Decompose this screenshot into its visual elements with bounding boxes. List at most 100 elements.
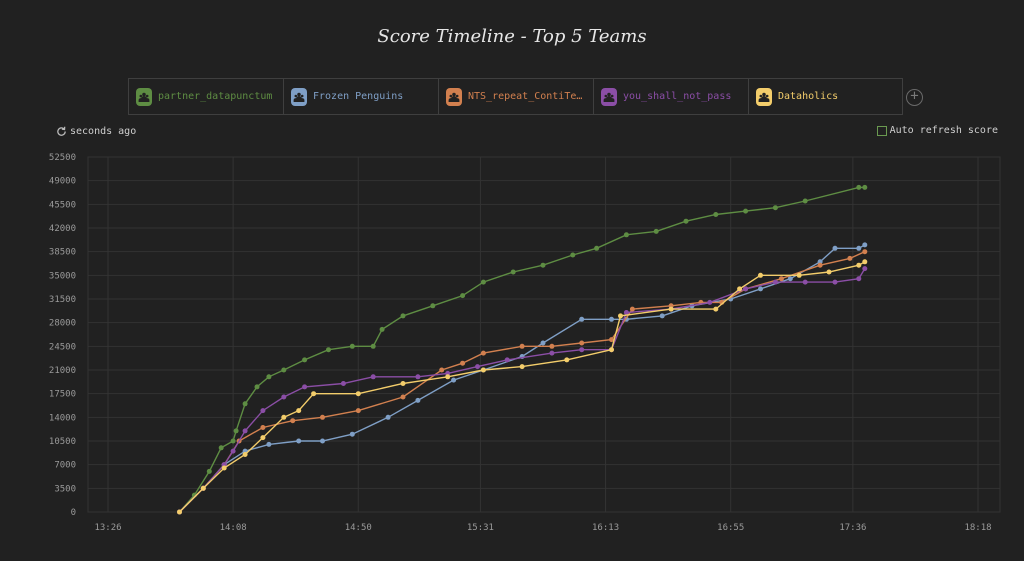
data-point[interactable]	[802, 279, 808, 285]
data-point[interactable]	[659, 313, 665, 319]
data-point[interactable]	[415, 374, 421, 380]
data-point[interactable]	[856, 184, 862, 190]
data-point[interactable]	[802, 198, 808, 204]
data-point[interactable]	[570, 252, 576, 258]
legend-team-2[interactable]: NTS_repeat_ContiTech_Orion	[438, 78, 593, 115]
data-point[interactable]	[260, 435, 266, 441]
data-point[interactable]	[254, 384, 260, 390]
data-point[interactable]	[579, 347, 585, 353]
data-point[interactable]	[242, 452, 248, 457]
data-point[interactable]	[540, 340, 546, 346]
data-point[interactable]	[737, 286, 743, 292]
data-point[interactable]	[242, 428, 248, 434]
data-point[interactable]	[355, 391, 361, 397]
data-point[interactable]	[579, 316, 585, 322]
data-point[interactable]	[340, 381, 346, 386]
data-point[interactable]	[856, 262, 862, 268]
data-point[interactable]	[349, 431, 355, 437]
data-point[interactable]	[743, 286, 749, 292]
data-point[interactable]	[796, 272, 802, 278]
data-point[interactable]	[832, 279, 838, 285]
data-point[interactable]	[460, 360, 466, 366]
data-point[interactable]	[668, 306, 674, 312]
data-point[interactable]	[451, 377, 457, 383]
data-point[interactable]	[266, 374, 272, 380]
data-point[interactable]	[510, 269, 516, 275]
data-point[interactable]	[177, 509, 182, 515]
data-point[interactable]	[379, 326, 385, 332]
auto-refresh-toggle[interactable]: Auto refresh score	[876, 125, 998, 136]
plus-circle-icon[interactable]: +	[906, 89, 923, 106]
data-point[interactable]	[862, 242, 868, 248]
data-point[interactable]	[623, 232, 629, 238]
data-point[interactable]	[218, 445, 224, 451]
data-point[interactable]	[260, 425, 266, 430]
data-point[interactable]	[242, 401, 248, 407]
data-point[interactable]	[817, 262, 823, 268]
data-point[interactable]	[480, 367, 486, 373]
data-point[interactable]	[758, 286, 763, 292]
data-point[interactable]	[349, 343, 355, 349]
data-point[interactable]	[594, 245, 600, 251]
data-point[interactable]	[713, 212, 719, 217]
data-point[interactable]	[653, 228, 659, 234]
data-point[interactable]	[743, 208, 749, 214]
data-point[interactable]	[787, 276, 793, 282]
data-point[interactable]	[847, 255, 853, 261]
data-point[interactable]	[400, 313, 406, 319]
data-point[interactable]	[540, 262, 546, 268]
data-point[interactable]	[200, 485, 206, 491]
auto-refresh-checkbox[interactable]	[876, 125, 887, 136]
legend-team-1[interactable]: Frozen Penguins	[283, 78, 438, 115]
data-point[interactable]	[302, 384, 308, 390]
data-point[interactable]	[856, 245, 862, 251]
data-point[interactable]	[618, 313, 623, 319]
data-point[interactable]	[549, 350, 555, 356]
data-point[interactable]	[480, 279, 486, 285]
legend-team-4[interactable]: Dataholics	[748, 78, 903, 115]
data-point[interactable]	[230, 448, 236, 454]
data-point[interactable]	[260, 408, 266, 414]
data-point[interactable]	[519, 364, 525, 370]
data-point[interactable]	[609, 347, 614, 353]
data-point[interactable]	[504, 357, 510, 363]
data-point[interactable]	[400, 394, 406, 400]
data-point[interactable]	[296, 438, 302, 444]
data-point[interactable]	[778, 276, 784, 282]
data-point[interactable]	[206, 468, 212, 474]
data-point[interactable]	[579, 340, 585, 346]
data-point[interactable]	[281, 367, 287, 373]
data-point[interactable]	[862, 259, 868, 265]
data-point[interactable]	[480, 350, 486, 356]
data-point[interactable]	[549, 343, 555, 349]
data-point[interactable]	[281, 394, 287, 400]
data-point[interactable]	[856, 276, 862, 282]
data-point[interactable]	[281, 414, 287, 420]
data-point[interactable]	[290, 418, 296, 424]
data-point[interactable]	[439, 367, 445, 373]
legend-team-0[interactable]: partner_datapunctum	[128, 78, 283, 115]
data-point[interactable]	[623, 310, 629, 315]
data-point[interactable]	[475, 364, 480, 370]
data-point[interactable]	[320, 438, 325, 444]
data-point[interactable]	[445, 374, 451, 380]
data-point[interactable]	[609, 337, 614, 343]
data-point[interactable]	[266, 441, 272, 447]
data-point[interactable]	[832, 245, 838, 251]
data-point[interactable]	[311, 391, 317, 397]
data-point[interactable]	[609, 316, 614, 322]
data-point[interactable]	[862, 184, 868, 190]
data-point[interactable]	[233, 428, 239, 434]
data-point[interactable]	[370, 343, 376, 349]
data-point[interactable]	[326, 347, 331, 353]
data-point[interactable]	[683, 218, 689, 224]
data-point[interactable]	[707, 299, 713, 305]
data-point[interactable]	[296, 408, 302, 414]
data-point[interactable]	[629, 306, 635, 312]
data-point[interactable]	[758, 272, 763, 278]
data-point[interactable]	[230, 438, 236, 444]
legend-team-3[interactable]: you_shall_not_pass	[593, 78, 748, 115]
data-point[interactable]	[320, 414, 325, 420]
refresh-icon[interactable]	[56, 126, 67, 137]
data-point[interactable]	[430, 303, 436, 309]
